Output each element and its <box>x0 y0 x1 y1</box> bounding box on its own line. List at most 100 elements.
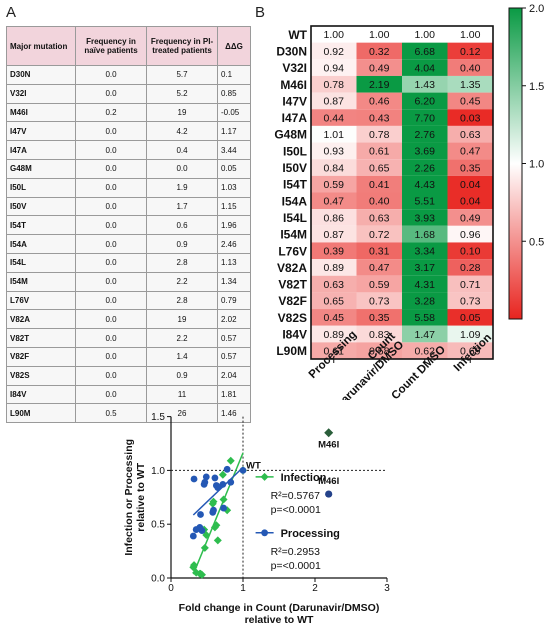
pi-frequency-cell: 0.4 <box>146 140 218 160</box>
heatmap-row-label: I54A <box>282 194 308 208</box>
heatmap-value-label: 0.31 <box>369 246 390 258</box>
infection-point <box>189 563 198 572</box>
heatmap-cell <box>402 42 448 60</box>
heatmap-value-label: 1.00 <box>369 29 390 41</box>
heatmap-cell <box>311 225 357 243</box>
heatmap-cell <box>447 325 493 343</box>
heatmap-cell <box>447 26 493 43</box>
heatmap-cell <box>447 159 493 176</box>
heatmap-cell <box>311 109 357 126</box>
heatmap-cell <box>311 309 357 326</box>
heatmap-row-label: D30N <box>276 44 307 58</box>
outlier-label: M46I <box>318 476 339 487</box>
heatmap-value-label: 0.84 <box>324 162 345 174</box>
ddg-cell: 2.02 <box>217 309 251 330</box>
mutation-cell: I50L <box>6 177 76 198</box>
x-axis-label: Fold change in Count (Darunavir/DMSO) rel… <box>179 602 380 626</box>
heatmap-cell <box>447 192 493 210</box>
naive-frequency-cell: 0.2 <box>75 102 147 123</box>
heatmap-cell <box>311 125 357 143</box>
pi-frequency-cell: 0.9 <box>146 365 218 386</box>
heatmap-cell <box>402 175 448 193</box>
naive-frequency-cell: 0.0 <box>75 121 147 142</box>
ddg-cell: 1.17 <box>217 121 251 142</box>
heatmap-cell <box>311 42 357 60</box>
heatmap-cell <box>311 175 357 193</box>
heatmap-value-label: 0.35 <box>369 312 390 324</box>
ddg-cell: 1.15 <box>217 196 251 217</box>
colorbar-tick-label: 1.0 <box>529 159 544 171</box>
heatmap-value-label: 0.62 <box>415 345 436 357</box>
table-row: G48M 0.0 0.0 0.05 <box>6 158 251 179</box>
heatmap-value-label: 1.00 <box>415 29 436 41</box>
heatmap-cell <box>356 26 402 43</box>
y-axis-label: Infection or Processingrelative to WT <box>123 439 147 556</box>
heatmap-value-label: 2.76 <box>415 129 436 141</box>
pi-frequency-cell: 4.2 <box>146 121 218 142</box>
heatmap-cell <box>356 292 402 310</box>
heatmap-cell <box>402 325 448 343</box>
heatmap-value-label: 0.41 <box>369 179 390 191</box>
heatmap-cell <box>356 309 402 326</box>
processing-point <box>212 482 220 489</box>
processing-point <box>211 474 219 482</box>
heatmap-value-label: 0.63 <box>369 212 390 224</box>
heatmap-row-label: G48M <box>274 128 307 142</box>
heatmap-cell <box>311 292 357 310</box>
panel-label-a: A <box>6 4 17 21</box>
heatmap-value-label: 5.51 <box>415 196 436 208</box>
heatmap-value-label: 0.96 <box>460 229 481 241</box>
heatmap-cell <box>402 259 448 276</box>
naive-frequency-cell: 0.0 <box>75 271 147 292</box>
heatmap-value-label: 0.92 <box>324 46 345 58</box>
processing-point <box>209 508 217 516</box>
heatmap-cell <box>447 92 493 110</box>
table-row: I54A 0.0 0.9 2.46 <box>6 234 251 254</box>
heatmap-row-label: I54L <box>283 211 307 225</box>
infection-point <box>219 495 228 504</box>
heatmap-row-label: I50L <box>283 144 307 158</box>
legend-infection-marker <box>260 472 269 481</box>
naive-frequency-cell: 0.0 <box>75 328 147 348</box>
heatmap-cell <box>311 325 357 343</box>
naive-frequency-cell: 0.0 <box>75 234 147 254</box>
processing-point <box>189 532 197 540</box>
heatmap-value-label: 0.45 <box>324 312 345 324</box>
heatmap-value-label: 1.43 <box>415 79 436 91</box>
legend-processing-p: p=<0.0001 <box>271 560 321 572</box>
heatmap-value-label: 6.68 <box>415 46 436 58</box>
outlier-point <box>325 490 333 498</box>
heatmap-cell <box>356 142 402 160</box>
x-tick-label: 0 <box>168 583 174 594</box>
x-tick-label: 1 <box>240 583 246 594</box>
table-row: I50V 0.0 1.7 1.15 <box>6 196 251 217</box>
table-row: V82S 0.0 0.9 2.04 <box>6 365 251 386</box>
pi-frequency-cell: 1.4 <box>146 346 218 367</box>
heatmap-cell <box>356 59 402 76</box>
mutation-cell: D30N <box>6 65 76 85</box>
heatmap-cell <box>447 259 493 276</box>
mutation-cell: I47A <box>6 140 76 160</box>
heatmap-cell <box>311 92 357 110</box>
heatmap-row-label: V82A <box>277 261 307 275</box>
pi-frequency-cell: 19 <box>146 102 218 123</box>
heatmap-cell <box>447 109 493 126</box>
heatmap-value-label: 0.10 <box>460 246 481 258</box>
heatmap-value-label: 0.04 <box>460 196 481 208</box>
processing-regression-line <box>192 466 244 516</box>
processing-point <box>239 467 247 474</box>
x-tick-label: 2 <box>312 583 318 594</box>
mutation-cell: L76V <box>6 290 76 311</box>
heatmap-cell <box>356 175 402 193</box>
heatmap-cell <box>311 242 357 260</box>
ddg-cell: 1.03 <box>217 177 251 198</box>
heatmap-cell <box>311 209 357 226</box>
infection-point <box>192 568 201 577</box>
table-row: V32I 0.0 5.2 0.85 <box>6 83 251 104</box>
ddg-cell: 2.46 <box>217 234 251 254</box>
heatmap-cell <box>356 125 402 143</box>
pi-frequency-cell: 11 <box>146 384 218 405</box>
heatmap-cell <box>311 342 357 359</box>
heatmap-value-label: 0.45 <box>460 96 481 108</box>
heatmap-value-label: 1.09 <box>460 329 481 341</box>
